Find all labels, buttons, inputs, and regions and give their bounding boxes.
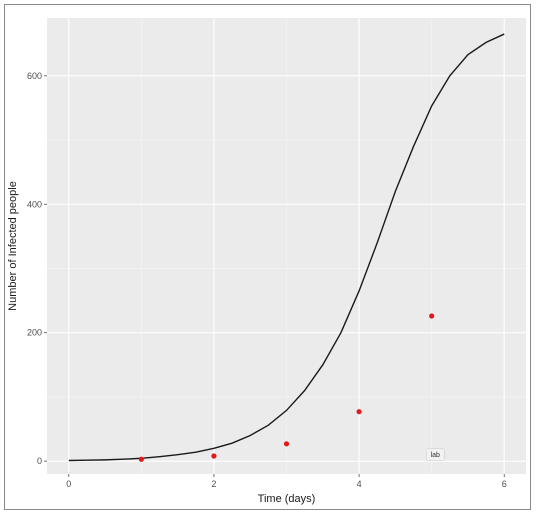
data-point (138, 456, 144, 462)
axis-ticks (44, 75, 505, 477)
y-tick-label: 400 (27, 199, 42, 209)
y-tick-label: 600 (27, 71, 42, 81)
x-tick-label: 6 (502, 479, 507, 489)
x-tick-labels: 0 2 4 6 (66, 479, 506, 489)
data-point (429, 313, 435, 319)
y-axis-title: Number of Infected people (7, 181, 19, 311)
y-tick-label: 200 (27, 328, 42, 338)
x-axis-title: Time (days) (258, 493, 316, 505)
annotation-box (425, 448, 445, 462)
y-tick-labels: 0 200 400 600 (27, 71, 42, 466)
annotation-layer: lab (425, 448, 445, 462)
data-point (211, 453, 217, 459)
x-tick-label: 2 (211, 479, 216, 489)
major-gridlines (47, 18, 526, 474)
y-tick-label: 0 (37, 456, 42, 466)
x-tick-label: 4 (357, 479, 362, 489)
minor-gridlines (47, 18, 526, 474)
annotation-label: lab (431, 452, 440, 459)
data-point (356, 409, 362, 415)
x-tick-label: 0 (66, 479, 71, 489)
series-layer (68, 33, 505, 462)
data-point (283, 441, 290, 447)
